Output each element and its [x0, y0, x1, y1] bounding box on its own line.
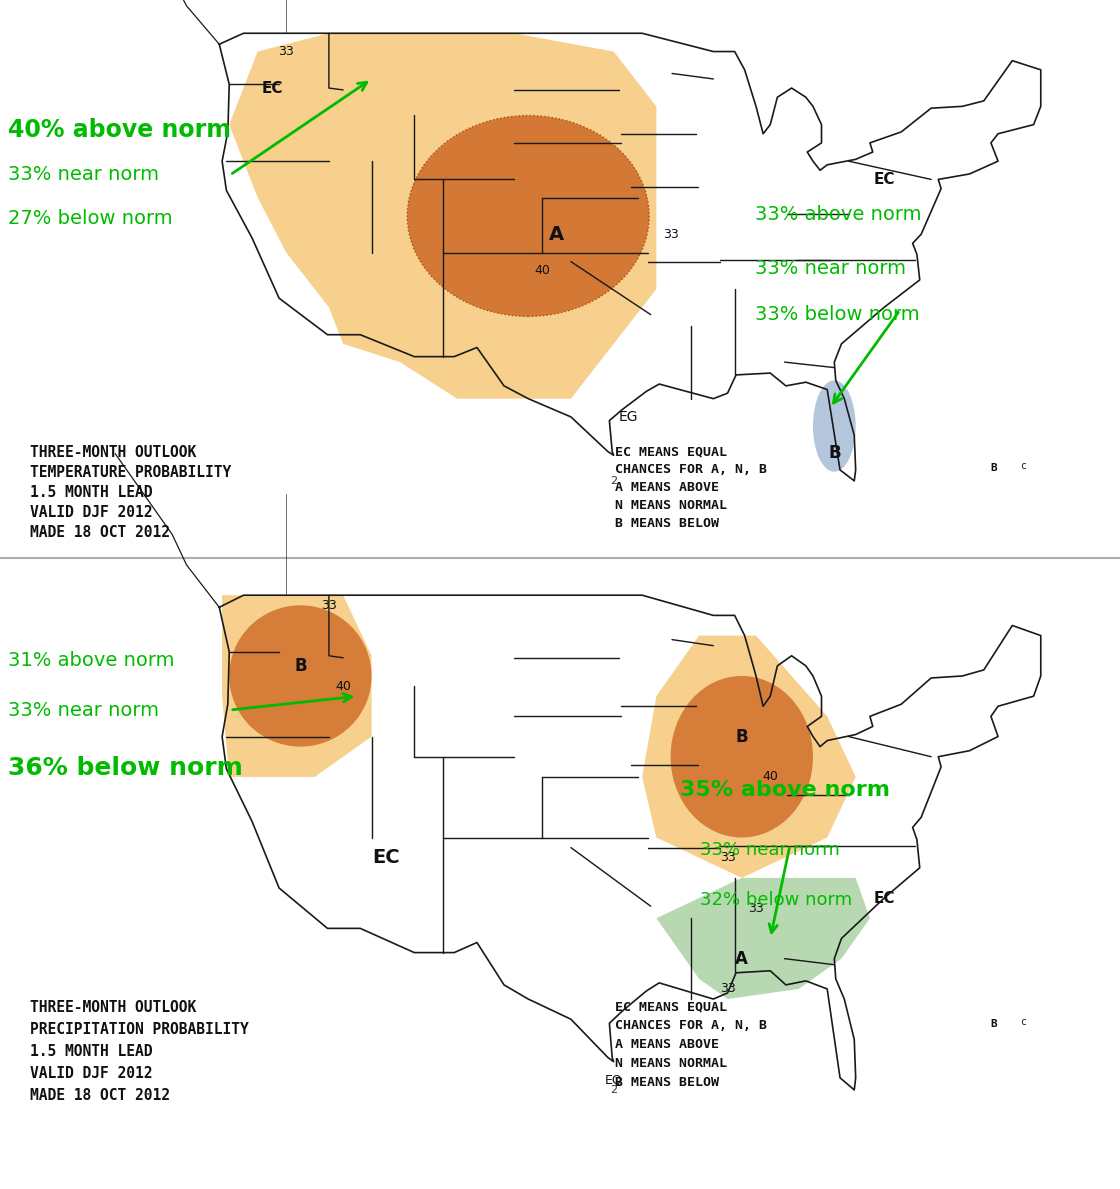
Text: 2: 2 [610, 1084, 617, 1095]
Text: 36% below norm: 36% below norm [8, 756, 243, 780]
Text: N MEANS NORMAL: N MEANS NORMAL [615, 499, 727, 512]
Text: B: B [990, 1019, 997, 1028]
Text: 33: 33 [720, 851, 736, 864]
Text: 40: 40 [534, 264, 550, 277]
Text: 33: 33 [321, 599, 337, 612]
Text: 40% above norm: 40% above norm [8, 118, 231, 141]
Text: A MEANS ABOVE: A MEANS ABOVE [615, 1038, 719, 1051]
Polygon shape [230, 33, 656, 398]
Text: EC MEANS EQUAL: EC MEANS EQUAL [615, 445, 727, 458]
Ellipse shape [813, 380, 856, 472]
Text: VALID DJF 2012: VALID DJF 2012 [30, 1067, 152, 1081]
Text: 40: 40 [763, 770, 778, 784]
Text: 33% near norm: 33% near norm [700, 841, 840, 858]
Ellipse shape [408, 115, 650, 316]
Text: B: B [828, 445, 841, 463]
Text: 33% near norm: 33% near norm [755, 258, 906, 277]
Text: 40: 40 [335, 680, 351, 692]
Text: CHANCES FOR A, N, B: CHANCES FOR A, N, B [615, 1019, 767, 1032]
Text: 33: 33 [748, 901, 764, 914]
Text: A: A [736, 950, 748, 968]
Ellipse shape [671, 677, 813, 837]
Text: 32% below norm: 32% below norm [700, 891, 852, 910]
Text: EC: EC [874, 172, 895, 187]
Text: 33: 33 [663, 228, 679, 240]
Text: B: B [990, 463, 997, 473]
Text: MADE 18 OCT 2012: MADE 18 OCT 2012 [30, 526, 170, 540]
Text: THREE-MONTH OUTLOOK: THREE-MONTH OUTLOOK [30, 445, 196, 460]
Text: B MEANS BELOW: B MEANS BELOW [615, 517, 719, 530]
Text: EC: EC [874, 891, 895, 906]
Text: c: c [1020, 461, 1026, 471]
Text: 2: 2 [610, 476, 617, 486]
Text: 33: 33 [278, 45, 295, 58]
Text: MADE 18 OCT 2012: MADE 18 OCT 2012 [30, 1088, 170, 1103]
Text: PRECIPITATION PROBABILITY: PRECIPITATION PROBABILITY [30, 1023, 249, 1037]
Polygon shape [642, 636, 856, 877]
Text: B: B [295, 656, 307, 675]
Text: EC MEANS EQUAL: EC MEANS EQUAL [615, 1000, 727, 1013]
Text: EC: EC [261, 81, 282, 95]
Text: 27% below norm: 27% below norm [8, 208, 172, 227]
Text: 31% above norm: 31% above norm [8, 650, 175, 669]
Polygon shape [656, 877, 870, 999]
Ellipse shape [230, 605, 372, 747]
Polygon shape [222, 596, 372, 776]
Text: 33% near norm: 33% near norm [8, 165, 159, 184]
Text: 1.5 MONTH LEAD: 1.5 MONTH LEAD [30, 1044, 152, 1059]
Text: THREE-MONTH OUTLOOK: THREE-MONTH OUTLOOK [30, 1000, 196, 1015]
Text: EC: EC [372, 848, 400, 867]
Text: 33: 33 [720, 982, 736, 995]
Text: TEMPERATURE PROBABILITY: TEMPERATURE PROBABILITY [30, 465, 231, 480]
Text: B MEANS BELOW: B MEANS BELOW [615, 1076, 719, 1089]
Text: VALID DJF 2012: VALID DJF 2012 [30, 505, 152, 520]
Text: 1.5 MONTH LEAD: 1.5 MONTH LEAD [30, 485, 152, 501]
Text: EQ: EQ [605, 1074, 623, 1087]
Text: A MEANS ABOVE: A MEANS ABOVE [615, 482, 719, 493]
Text: EG: EG [618, 410, 637, 424]
Text: B: B [736, 728, 748, 746]
Text: 33% near norm: 33% near norm [8, 700, 159, 719]
Text: 33% above norm: 33% above norm [755, 206, 922, 225]
Text: A: A [549, 225, 564, 244]
Text: c: c [1020, 1017, 1026, 1027]
Text: CHANCES FOR A, N, B: CHANCES FOR A, N, B [615, 463, 767, 476]
Text: N MEANS NORMAL: N MEANS NORMAL [615, 1057, 727, 1070]
Text: 35% above norm: 35% above norm [680, 780, 890, 800]
Text: 33% below norm: 33% below norm [755, 306, 920, 325]
